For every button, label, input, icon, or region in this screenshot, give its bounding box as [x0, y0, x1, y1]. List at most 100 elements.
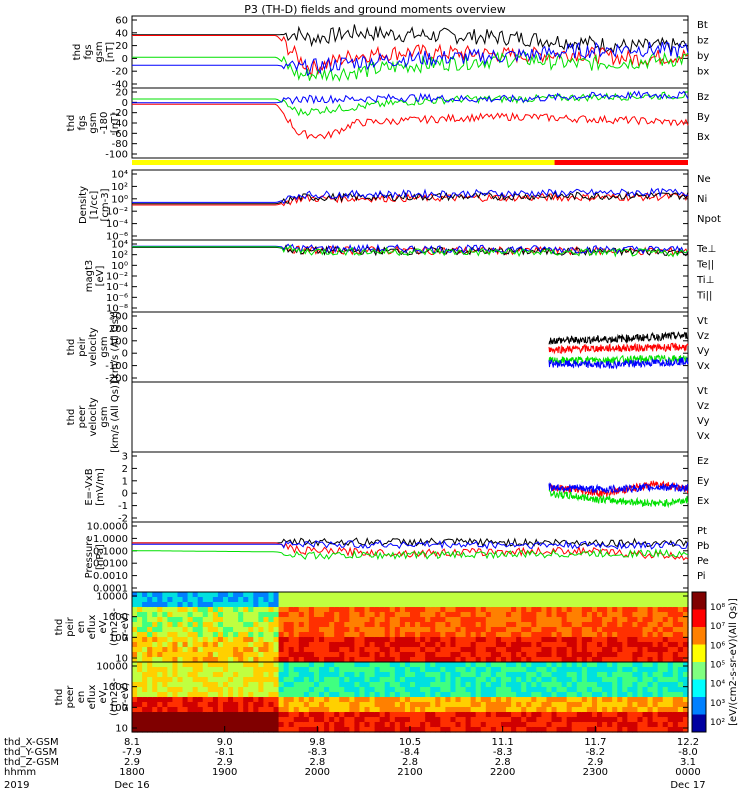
heatmap-cell — [637, 632, 644, 638]
heatmap-cell — [313, 597, 320, 603]
panel-2 — [131, 87, 689, 159]
heatmap-cell — [364, 727, 371, 733]
heatmap-cell — [516, 712, 522, 718]
heatmap-cell — [410, 657, 416, 663]
heatmap-cell — [263, 727, 270, 733]
heatmap-cell — [455, 602, 462, 608]
heatmap-cell — [238, 657, 244, 663]
heatmap-cell — [329, 672, 335, 678]
heatmap-cell — [344, 687, 350, 693]
heatmap-cell — [374, 692, 381, 698]
heatmap-cell — [197, 602, 204, 608]
heatmap-cell — [485, 672, 492, 678]
heatmap-cell — [389, 702, 396, 708]
heatmap-cell — [516, 637, 522, 643]
heatmap-cell — [511, 622, 517, 628]
heatmap-cell — [632, 717, 639, 723]
heatmap-cell — [652, 692, 659, 698]
heatmap-cell — [470, 607, 477, 613]
heatmap-cell — [167, 617, 174, 623]
heatmap-cell — [248, 697, 254, 703]
heatmap-cell — [420, 722, 426, 728]
heatmap-cell — [657, 707, 664, 713]
heatmap-cell — [420, 602, 426, 608]
heatmap-cell — [531, 717, 537, 723]
heatmap-cell — [313, 712, 320, 718]
heatmap-cell — [243, 597, 249, 603]
heatmap-cell — [334, 607, 340, 613]
heatmap-cell — [334, 687, 340, 693]
heatmap-cell — [293, 657, 300, 663]
heatmap-cell — [207, 612, 214, 618]
heatmap-cell — [298, 707, 305, 713]
heatmap-cell — [172, 692, 179, 698]
heatmap-cell — [410, 727, 416, 733]
heatmap-cell — [197, 597, 204, 603]
heatmap-cell — [243, 592, 249, 598]
heatmap-cell — [435, 642, 441, 648]
y-tick-label: -80 — [112, 139, 128, 150]
y-tick-label: -40 — [112, 119, 128, 130]
heatmap-cell — [566, 692, 573, 698]
heatmap-cell — [354, 657, 361, 663]
heatmap-cell — [369, 727, 376, 733]
heatmap-cell — [495, 717, 502, 723]
heatmap-cell — [455, 637, 462, 643]
heatmap-cell — [526, 717, 532, 723]
heatmap-cell — [430, 722, 436, 728]
heatmap-cell — [212, 647, 219, 653]
heatmap-cell — [243, 617, 249, 623]
heatmap-cell — [359, 697, 366, 703]
heatmap-cell — [137, 702, 143, 708]
heatmap-cell — [430, 617, 436, 623]
heatmap-cell — [404, 612, 411, 618]
heatmap-cell — [339, 662, 345, 668]
heatmap-cell — [627, 677, 633, 683]
heatmap-cell — [298, 687, 305, 693]
heatmap-cell — [460, 687, 467, 693]
heatmap-cell — [682, 637, 689, 643]
heatmap-cell — [410, 667, 416, 673]
heatmap-cell — [425, 692, 431, 698]
heatmap-cell — [394, 642, 401, 648]
heatmap-cell — [460, 647, 467, 653]
heatmap-cell — [273, 712, 280, 718]
heatmap-cell — [571, 722, 578, 728]
heatmap-cell — [445, 692, 452, 698]
y-axis-label: (cm2-s- — [109, 678, 120, 716]
heatmap-cell — [445, 717, 452, 723]
heatmap-cell — [566, 642, 573, 648]
heatmap-cell — [389, 657, 396, 663]
heatmap-cell — [450, 707, 457, 713]
heatmap-cell — [354, 667, 361, 673]
heatmap-cell — [420, 637, 426, 643]
heatmap-cell — [460, 637, 467, 643]
y-axis-label: gsm — [88, 112, 99, 133]
heatmap-cell — [248, 617, 254, 623]
heatmap-cell — [475, 647, 482, 653]
heatmap-cell — [425, 607, 431, 613]
colorbar-segment — [692, 592, 706, 610]
heatmap-cell — [329, 692, 335, 698]
heatmap-cell — [420, 667, 426, 673]
heatmap-cell — [490, 642, 497, 648]
heatmap-cell — [657, 697, 664, 703]
heatmap-cell — [319, 602, 325, 608]
heatmap-cell — [389, 592, 396, 598]
heatmap-cell — [364, 647, 371, 653]
heatmap-cell — [142, 667, 148, 673]
heatmap-cell — [430, 657, 436, 663]
heatmap-cell — [667, 687, 674, 693]
heatmap-cell — [551, 617, 558, 623]
heatmap-cell — [222, 652, 229, 658]
heatmap-cell — [182, 592, 189, 598]
heatmap-cell — [490, 687, 497, 693]
heatmap-cell — [344, 642, 350, 648]
heatmap-cell — [157, 597, 163, 603]
heatmap-cell — [253, 722, 259, 728]
heatmap-cell — [263, 612, 270, 618]
y-axis-label: [km/s (All Qs)] — [110, 311, 121, 383]
heatmap-cell — [581, 672, 588, 678]
heatmap-cell — [465, 602, 472, 608]
y-tick-label: 0.0100 — [93, 559, 128, 570]
